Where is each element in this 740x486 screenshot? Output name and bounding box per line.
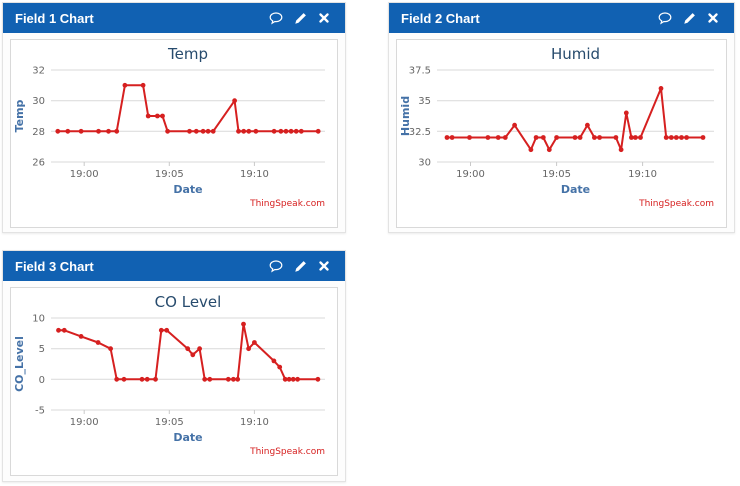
- field2-panel-header: Field 2 Chart: [389, 3, 734, 33]
- chart-frame: 30 32.5 35 37.5 19:00 19:05 19:10 Humid Humid Dat…: [396, 39, 727, 228]
- svg-text:Date: Date: [173, 183, 202, 196]
- svg-text:Date: Date: [561, 183, 590, 196]
- svg-text:19:00: 19:00: [456, 169, 485, 180]
- svg-text:37.5: 37.5: [409, 66, 431, 77]
- panel-body: 26 28 30 32 19:00 19:05 19:10 Temp Temp Date Thing…: [3, 33, 345, 232]
- panel-title: Field 1 Chart: [15, 10, 94, 26]
- svg-text:ThingSpeak.com: ThingSpeak.com: [249, 447, 325, 457]
- svg-text:Temp: Temp: [13, 99, 26, 132]
- edit-icon[interactable]: [288, 257, 312, 275]
- svg-text:ThingSpeak.com: ThingSpeak.com: [638, 199, 714, 209]
- panel-body: -5 0 5 10 19:00 19:05 19:10 CO Level CO_Level Dat…: [3, 281, 345, 481]
- svg-text:Date: Date: [173, 431, 202, 444]
- svg-text:CO Level: CO Level: [155, 293, 222, 311]
- svg-text:5: 5: [39, 344, 45, 355]
- svg-text:ThingSpeak.com: ThingSpeak.com: [249, 199, 325, 209]
- close-icon[interactable]: [701, 9, 725, 27]
- svg-text:19:00: 19:00: [70, 169, 99, 180]
- chart-frame: 26 28 30 32 19:00 19:05 19:10 Temp Temp Date Thing…: [10, 39, 338, 228]
- svg-text:30: 30: [418, 158, 431, 169]
- svg-text:19:10: 19:10: [240, 417, 269, 428]
- humid-chart: 30 32.5 35 37.5 19:00 19:05 19:10 Humid Humid Dat…: [399, 45, 714, 209]
- svg-text:10: 10: [32, 314, 45, 325]
- header-actions: [264, 257, 336, 275]
- co-level-chart: -5 0 5 10 19:00 19:05 19:10 CO Level CO_Level Dat…: [13, 293, 325, 457]
- svg-text:0: 0: [39, 375, 45, 386]
- svg-text:28: 28: [32, 127, 45, 138]
- field3-panel-header: Field 3 Chart: [3, 251, 345, 281]
- field1-chart-panel: Field 1 Chart 26 28 30 32 19:00 19:05 19:10 Tem…: [2, 2, 346, 233]
- close-icon[interactable]: [312, 9, 336, 27]
- panel-body: 30 32.5 35 37.5 19:00 19:05 19:10 Humid Humid Dat…: [389, 33, 734, 232]
- field1-panel-header: Field 1 Chart: [3, 3, 345, 33]
- comment-icon[interactable]: [264, 257, 288, 275]
- field3-chart-panel: Field 3 Chart -5 0 5 10 19:00 19:05 19:10 CO Le…: [2, 250, 346, 482]
- panel-title: Field 2 Chart: [401, 10, 480, 26]
- close-icon[interactable]: [312, 257, 336, 275]
- svg-text:35: 35: [418, 96, 431, 107]
- svg-text:-5: -5: [35, 406, 45, 417]
- svg-text:19:10: 19:10: [240, 169, 269, 180]
- svg-text:Temp: Temp: [167, 45, 208, 63]
- svg-text:26: 26: [32, 158, 45, 169]
- svg-text:19:05: 19:05: [155, 417, 184, 428]
- field2-chart-panel: Field 2 Chart 30 32.5 35 37.5 19:00 19:05 19:1…: [388, 2, 735, 233]
- svg-text:30: 30: [32, 96, 45, 107]
- temp-chart: 26 28 30 32 19:00 19:05 19:10 Temp Temp Date Thing…: [13, 45, 325, 209]
- svg-text:19:05: 19:05: [542, 169, 571, 180]
- chart-frame: -5 0 5 10 19:00 19:05 19:10 CO Level CO_Level Dat…: [10, 287, 338, 476]
- svg-text:Humid: Humid: [399, 96, 412, 136]
- svg-text:19:05: 19:05: [155, 169, 184, 180]
- svg-text:19:00: 19:00: [70, 417, 99, 428]
- header-actions: [653, 9, 725, 27]
- comment-icon[interactable]: [653, 9, 677, 27]
- header-actions: [264, 9, 336, 27]
- comment-icon[interactable]: [264, 9, 288, 27]
- svg-text:CO_Level: CO_Level: [13, 336, 26, 392]
- panel-title: Field 3 Chart: [15, 258, 94, 274]
- svg-text:32.5: 32.5: [409, 127, 431, 138]
- svg-text:19:10: 19:10: [628, 169, 657, 180]
- edit-icon[interactable]: [288, 9, 312, 27]
- edit-icon[interactable]: [677, 9, 701, 27]
- svg-text:Humid: Humid: [551, 45, 600, 63]
- svg-text:32: 32: [32, 66, 45, 77]
